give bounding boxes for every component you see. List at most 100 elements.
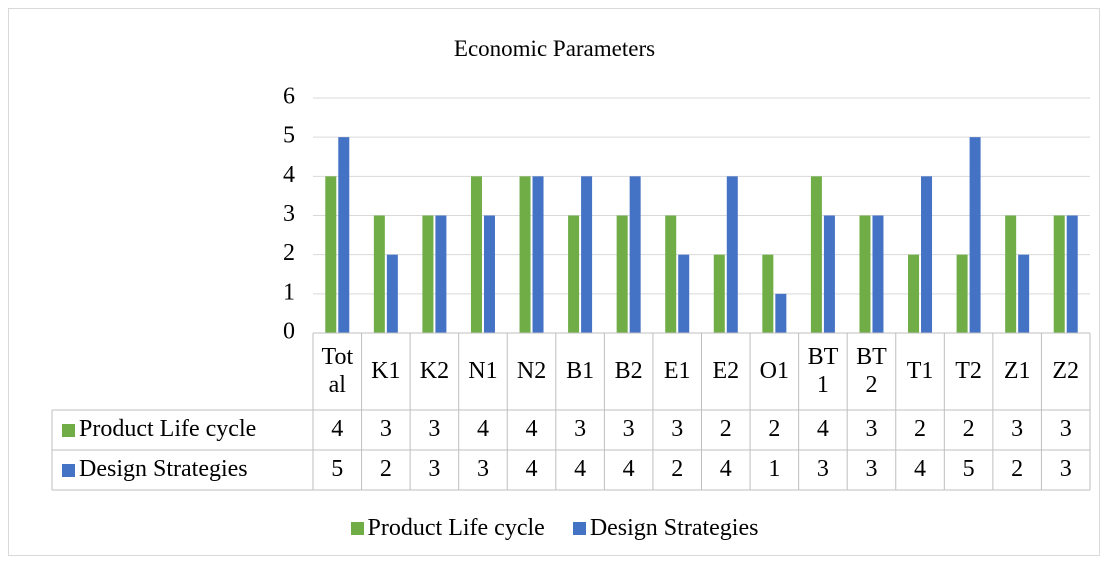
table-cell: 2: [1011, 456, 1024, 483]
bar: [823, 215, 835, 333]
legend-label: Design Strategies: [589, 514, 759, 541]
y-tick-label: 4: [283, 162, 295, 188]
y-tick-label: 6: [283, 84, 295, 110]
series-name: Product Life cycle: [79, 416, 257, 443]
bar: [422, 215, 434, 333]
table-cell: 3: [428, 456, 441, 483]
bar: [969, 137, 981, 333]
bar: [338, 137, 350, 333]
bar: [956, 254, 968, 333]
x-tick-label: Z2: [1052, 357, 1080, 384]
table-cell: 5: [962, 456, 975, 483]
legend-item: Design Strategies: [572, 514, 759, 542]
table-cell: 3: [476, 456, 489, 483]
bar: [859, 215, 871, 333]
table-cell: 3: [865, 416, 878, 443]
table-cell: 2: [719, 416, 732, 443]
table-cell: 3: [816, 456, 829, 483]
bar: [435, 215, 447, 333]
bar: [629, 176, 641, 333]
bar: [616, 215, 628, 333]
bar: [762, 254, 774, 333]
x-tick-label: Z1: [1003, 357, 1031, 384]
x-tick-label: BT2: [856, 343, 887, 398]
legend: Product Life cycle Design Strategies: [0, 510, 1109, 546]
x-tick-label: E2: [712, 357, 740, 384]
table-cell: 4: [816, 416, 829, 443]
table-cell: 4: [622, 456, 635, 483]
x-tick-label: Total: [321, 343, 354, 398]
legend-key: [350, 521, 364, 535]
table-cell: 1: [768, 456, 781, 483]
bar: [483, 215, 495, 333]
x-tick-label: T2: [955, 357, 982, 384]
bar: [775, 293, 787, 333]
x-tick-label: K2: [419, 357, 450, 384]
table-cell: 3: [622, 416, 635, 443]
y-tick-label: 1: [283, 279, 295, 305]
x-tick-label: B1: [566, 357, 595, 384]
table-cell: 5: [331, 456, 344, 483]
table-cell: 3: [1059, 416, 1072, 443]
x-tick-label: N2: [516, 357, 547, 384]
bar: [810, 176, 822, 333]
bar: [1005, 215, 1017, 333]
table-cell: 4: [525, 456, 538, 483]
table-cell: 4: [914, 456, 927, 483]
table-cell: 2: [671, 456, 684, 483]
x-tick-label: B2: [614, 357, 643, 384]
x-tick-label: N1: [468, 357, 498, 384]
legend-label: Product Life cycle: [367, 514, 545, 541]
table-cell: 4: [574, 456, 587, 483]
table-cell: 3: [671, 416, 684, 443]
table-cell: 2: [379, 456, 392, 483]
bar: [921, 176, 933, 333]
bar: [713, 254, 725, 333]
bar: [872, 215, 884, 333]
table-row-header: Design Strategies: [52, 450, 313, 490]
table-cell: 4: [476, 416, 489, 443]
chart-frame: [8, 8, 1100, 556]
x-tick-label: K1: [371, 357, 401, 384]
table-cell: 2: [768, 416, 781, 443]
bar: [908, 254, 920, 333]
y-tick-label: 0: [283, 319, 295, 345]
table-cell: 3: [865, 456, 878, 483]
y-tick-label: 3: [283, 201, 295, 227]
bar: [568, 215, 580, 333]
legend-key: [62, 463, 75, 477]
x-tick-label: T1: [906, 357, 934, 384]
table-cell: 3: [1011, 416, 1024, 443]
bar: [678, 254, 690, 333]
table-cell: 2: [914, 416, 927, 443]
bar: [1053, 215, 1065, 333]
legend-key: [572, 521, 586, 535]
bar: [373, 215, 385, 333]
bar: [470, 176, 482, 333]
bar: [532, 176, 544, 333]
y-tick-label: 2: [283, 240, 295, 266]
table-cell: 3: [379, 416, 392, 443]
table-cell: 4: [719, 456, 732, 483]
bar: [1018, 254, 1030, 333]
table-cell: 4: [331, 416, 344, 443]
chart-title: Economic Parameters: [453, 36, 656, 61]
table-cell: 3: [1059, 456, 1072, 483]
table-cell: 3: [428, 416, 441, 443]
legend-item: Product Life cycle: [350, 514, 545, 542]
bar: [1066, 215, 1078, 333]
table-row-header: Product Life cycle: [52, 410, 313, 450]
x-tick-label: E1: [663, 357, 691, 384]
table-cell: 4: [525, 416, 538, 443]
x-tick-label: O1: [759, 357, 790, 384]
bar: [665, 215, 677, 333]
table-cell: 3: [574, 416, 587, 443]
bar: [726, 176, 738, 333]
bar: [386, 254, 398, 333]
bar: [519, 176, 531, 333]
x-tick-label: BT1: [807, 343, 839, 398]
legend-key: [62, 423, 75, 437]
y-tick-label: 5: [283, 123, 295, 149]
